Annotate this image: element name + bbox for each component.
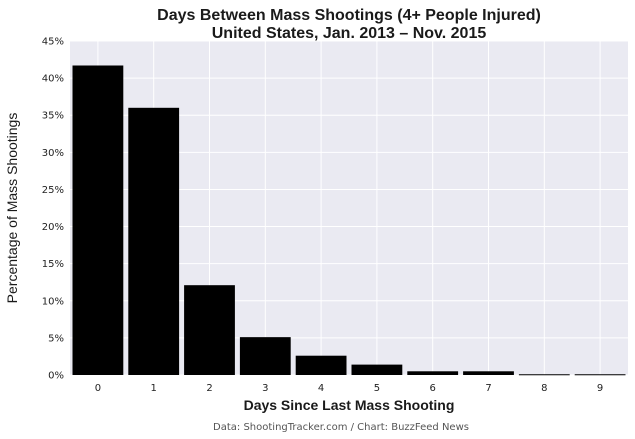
x-tick-label: 6 [430,383,436,394]
bar-day-5 [351,364,403,375]
y-tick-label: 10% [42,296,64,307]
bars [72,65,626,376]
x-tick-label: 5 [374,383,380,394]
x-tick-label: 7 [485,383,491,394]
x-axis-ticks: 0 1 2 3 4 5 6 7 8 9 [95,383,604,394]
bar-day-9 [574,374,626,376]
chart-title-line-2: United States, Jan. 2013 – Nov. 2015 [212,25,487,42]
x-tick-label: 2 [206,383,212,394]
y-axis-label: Percentage of Mass Shootings [4,113,20,304]
y-tick-label: 35% [42,111,64,122]
y-tick-label: 0% [48,371,64,382]
y-tick-label: 45% [42,37,64,48]
bar-day-2 [184,285,235,375]
source-credit: Data: ShootingTracker.com / Chart: BuzzF… [213,422,469,433]
bar-day-3 [239,337,291,375]
x-axis-label: Days Since Last Mass Shooting [244,397,455,413]
y-tick-label: 20% [42,222,64,233]
y-tick-label: 15% [42,259,64,270]
bar-day-1 [128,107,180,376]
bar-day-8 [518,374,570,376]
bar-day-7 [463,371,514,375]
y-tick-label: 5% [48,333,64,344]
x-tick-label: 0 [95,383,101,394]
y-tick-label: 25% [42,185,64,196]
x-tick-label: 8 [541,383,547,394]
x-tick-label: 1 [151,383,157,394]
y-tick-label: 30% [42,148,64,159]
x-tick-label: 9 [597,383,603,394]
bar-day-0 [72,65,124,375]
bar-day-4 [295,355,347,375]
bar-day-6 [407,371,459,375]
x-tick-label: 4 [318,383,324,394]
y-tick-label: 40% [42,74,64,85]
y-axis-ticks: 0% 5% 10% 15% 20% 25% 30% 35% 40% 45% [42,37,64,382]
x-tick-label: 3 [262,383,268,394]
chart-title-line-1: Days Between Mass Shootings (4+ People I… [157,7,541,24]
